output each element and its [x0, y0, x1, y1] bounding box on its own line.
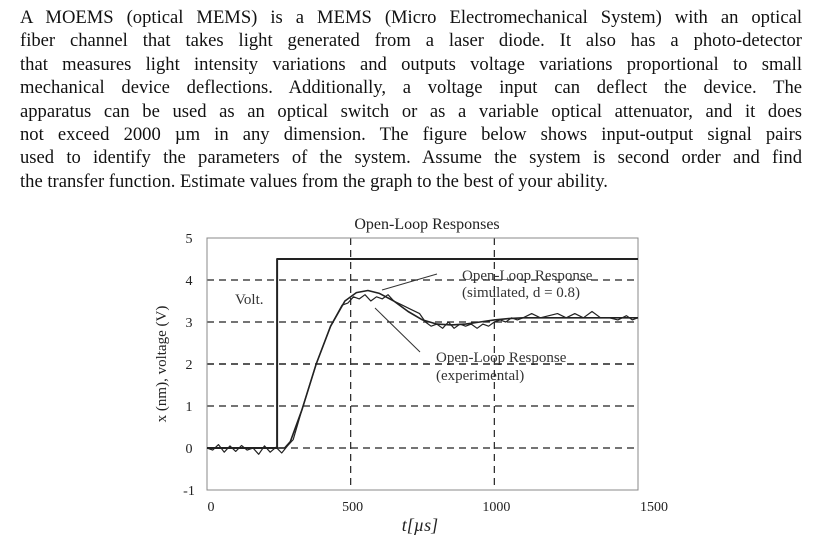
- y-tick-label: 4: [186, 274, 193, 289]
- problem-statement: A MOEMS (optical MEMS) is a MEMS (Micro …: [20, 6, 802, 193]
- paragraph-line: that measures light intensity variations…: [20, 53, 802, 75]
- y-tick-label: 2: [186, 358, 193, 373]
- experimental-response-line: [206, 294, 639, 455]
- paragraph-line: fiber channel that takes light generated…: [20, 30, 802, 52]
- paragraph-line: A MOEMS (optical MEMS) is a MEMS (Micro …: [20, 7, 802, 28]
- y-tick-label: 5: [186, 232, 193, 247]
- y-tick-label: 1: [186, 400, 193, 415]
- paragraph-line: the transfer function. Estimate values f…: [20, 170, 608, 192]
- annotation-experimental-1: Open-Loop Response: [436, 350, 567, 366]
- chart-title: Open-Loop Responses: [354, 216, 499, 233]
- leader-line-simulated: [381, 273, 438, 291]
- paragraph-line: not exceed 2000 µm in any dimension. The…: [20, 124, 802, 146]
- x-axis-label: t[µs]: [402, 515, 438, 535]
- x-tick-label: 500: [342, 500, 363, 515]
- annotation-experimental-2: (experimental): [436, 368, 524, 384]
- x-tick-label: 1500: [640, 500, 668, 515]
- annotation-volt: Volt.: [235, 292, 263, 308]
- paragraph-line: used to identify the parameters of the s…: [20, 147, 802, 169]
- paragraph-line: mechanical device deflections. Additiona…: [20, 77, 802, 99]
- leader-line-experimental: [374, 307, 421, 353]
- annotation-simulated-1: Open-Loop Response: [462, 268, 593, 284]
- grid: [207, 238, 638, 490]
- plot-frame: [206, 237, 639, 491]
- annotation-simulated-2: (simulated, d = 0.8): [462, 285, 580, 301]
- y-tick-label: 0: [186, 442, 193, 457]
- y-axis-label: x (nm), voltage (V): [154, 306, 170, 423]
- paragraph-line: apparatus can be used as an optical swit…: [20, 100, 802, 122]
- y-tick-label: -1: [183, 484, 195, 499]
- x-tick-label: 1000: [482, 500, 510, 515]
- y-tick-label: 3: [186, 316, 193, 331]
- x-tick-label: 0: [208, 500, 215, 515]
